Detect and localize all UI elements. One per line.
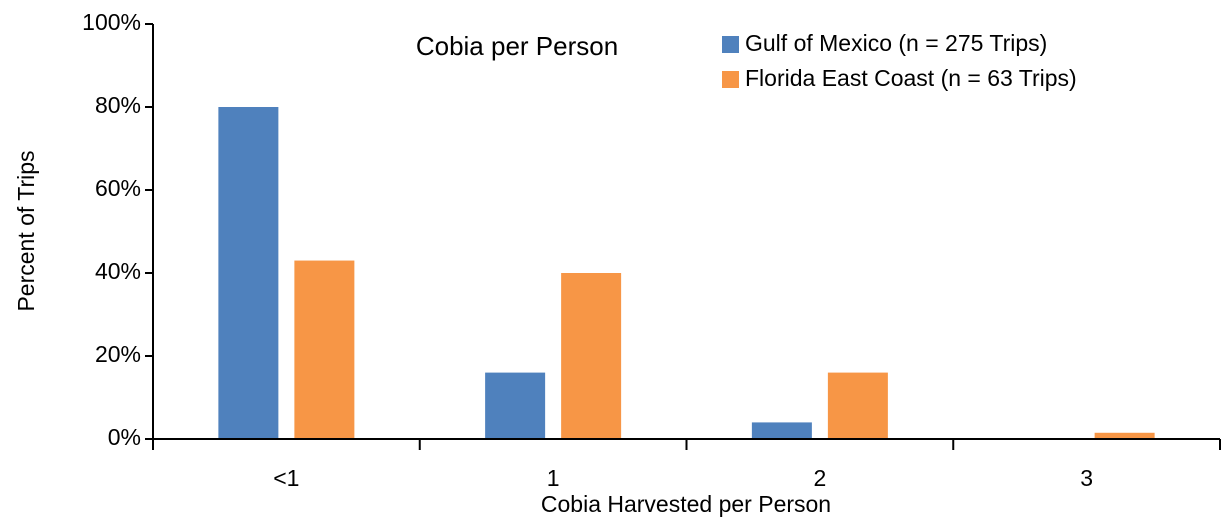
legend-label: Florida East Coast (n = 63 Trips) [745, 65, 1077, 91]
x-tick-label: 3 [1080, 465, 1093, 491]
bar [485, 372, 546, 439]
x-tick-label: 2 [813, 465, 826, 491]
y-tick-label: 40% [95, 258, 141, 284]
x-tick-label: <1 [273, 465, 299, 491]
y-tick-label: 80% [95, 92, 141, 118]
y-tick-label: 20% [95, 341, 141, 367]
bar [218, 107, 279, 439]
legend-label: Gulf of Mexico (n = 275 Trips) [745, 30, 1047, 56]
x-tick-label: 1 [547, 465, 560, 491]
legend-swatch [722, 71, 739, 88]
bar [827, 372, 888, 439]
bar [1094, 432, 1155, 439]
y-tick-label: 0% [108, 424, 141, 450]
x-axis-label: Cobia Harvested per Person [541, 491, 831, 517]
y-tick-label: 60% [95, 175, 141, 201]
chart-title: Cobia per Person [416, 31, 618, 61]
bar [561, 273, 622, 439]
bar [751, 422, 812, 439]
bar [294, 260, 355, 439]
y-tick-label: 100% [82, 9, 141, 35]
y-axis-label: Percent of Trips [13, 150, 39, 311]
legend-swatch [722, 36, 739, 53]
